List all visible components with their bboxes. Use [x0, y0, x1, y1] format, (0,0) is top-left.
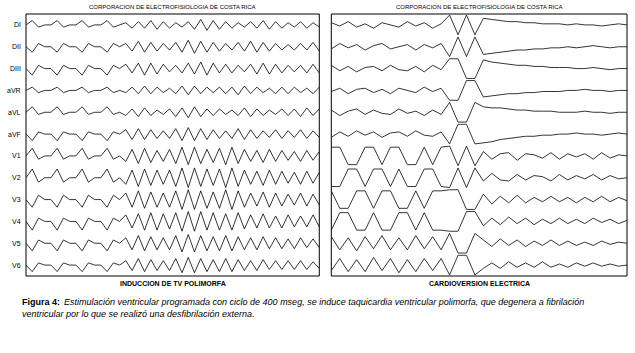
svg-text:DII: DII [12, 43, 21, 50]
svg-text:V3: V3 [12, 196, 21, 203]
svg-text:V6: V6 [12, 262, 21, 269]
svg-text:CORPORACION DE ELECTROFISIOLOG: CORPORACION DE ELECTROFISIOLOGIA DE COST… [89, 4, 256, 10]
svg-text:aVR: aVR [7, 87, 21, 94]
html-text:Estimulación ventricular progr: Estimulación ventricular programada con … [22, 297, 585, 319]
svg-text:CORPORACION DE ELECTROFISIOLOG: CORPORACION DE ELECTROFISIOLOGIA DE COST… [396, 4, 563, 10]
svg-text:V1: V1 [12, 152, 21, 159]
svg-text:V2: V2 [12, 174, 21, 181]
html-text:Figura 4:: Figura 4: [22, 297, 60, 307]
svg-text:DI: DI [14, 21, 21, 28]
svg-text:INDUCCION DE TV POLIMORFA: INDUCCION DE TV POLIMORFA [120, 280, 226, 287]
svg-text:V5: V5 [12, 240, 21, 247]
svg-text:aVF: aVF [8, 131, 21, 138]
svg-text:aVL: aVL [8, 109, 21, 116]
svg-text:V4: V4 [12, 218, 21, 225]
svg-text:DIII: DIII [10, 65, 21, 72]
svg-text:CARDIOVERSION ELECTRICA: CARDIOVERSION ELECTRICA [429, 280, 530, 287]
